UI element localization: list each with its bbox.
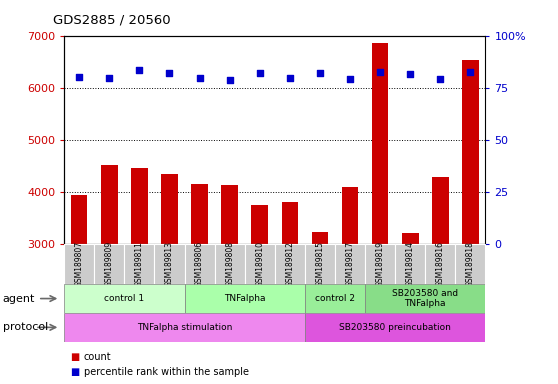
Bar xyxy=(395,244,425,284)
Text: GSM189814: GSM189814 xyxy=(406,241,415,287)
Text: GSM189817: GSM189817 xyxy=(345,241,354,287)
Text: control 1: control 1 xyxy=(104,294,145,303)
Text: GSM189808: GSM189808 xyxy=(225,241,234,287)
Text: GSM189810: GSM189810 xyxy=(255,241,264,287)
Text: GSM189811: GSM189811 xyxy=(135,241,144,287)
Bar xyxy=(305,244,335,284)
Point xyxy=(75,74,84,80)
Text: SB203580 preincubation: SB203580 preincubation xyxy=(339,323,451,332)
Bar xyxy=(365,244,395,284)
Text: GSM189818: GSM189818 xyxy=(466,241,475,287)
Text: ■: ■ xyxy=(70,352,79,362)
Text: GSM189812: GSM189812 xyxy=(285,241,295,287)
Bar xyxy=(64,284,185,313)
Point xyxy=(406,71,415,77)
Text: TNFalpha: TNFalpha xyxy=(224,294,266,303)
Text: percentile rank within the sample: percentile rank within the sample xyxy=(84,367,249,377)
Point xyxy=(436,76,445,82)
Point xyxy=(225,77,234,83)
Bar xyxy=(71,195,88,384)
Text: GDS2885 / 20560: GDS2885 / 20560 xyxy=(53,14,171,27)
Bar xyxy=(462,60,479,384)
Text: GSM189819: GSM189819 xyxy=(376,241,384,287)
Bar xyxy=(282,202,298,384)
Point xyxy=(315,70,324,76)
Point xyxy=(165,70,174,76)
Bar xyxy=(191,184,208,384)
Text: SB203580 and
TNFalpha: SB203580 and TNFalpha xyxy=(392,289,458,308)
Bar xyxy=(215,244,245,284)
Bar xyxy=(64,313,305,342)
Text: GSM189813: GSM189813 xyxy=(165,241,174,287)
Bar xyxy=(305,284,365,313)
Bar xyxy=(312,232,328,384)
Bar xyxy=(131,168,148,384)
Point xyxy=(285,75,294,81)
Bar xyxy=(305,313,485,342)
Bar xyxy=(155,244,185,284)
Bar xyxy=(245,244,275,284)
Text: ■: ■ xyxy=(70,367,79,377)
Text: GSM189807: GSM189807 xyxy=(75,241,84,287)
Bar xyxy=(455,244,485,284)
Bar xyxy=(341,187,358,384)
Bar xyxy=(432,177,449,384)
Text: control 2: control 2 xyxy=(315,294,355,303)
Bar xyxy=(402,233,418,384)
Text: TNFalpha stimulation: TNFalpha stimulation xyxy=(137,323,232,332)
Bar xyxy=(185,244,215,284)
Bar xyxy=(335,244,365,284)
Point xyxy=(345,76,354,82)
Point xyxy=(256,70,264,76)
Point xyxy=(135,66,144,73)
Bar xyxy=(94,244,124,284)
Text: GSM189809: GSM189809 xyxy=(105,241,114,287)
Bar xyxy=(222,185,238,384)
Bar xyxy=(161,174,178,384)
Bar xyxy=(252,205,268,384)
Bar xyxy=(275,244,305,284)
Text: count: count xyxy=(84,352,112,362)
Bar xyxy=(185,284,305,313)
Bar xyxy=(425,244,455,284)
Bar xyxy=(365,284,485,313)
Point xyxy=(466,69,475,75)
Bar xyxy=(101,165,118,384)
Text: agent: agent xyxy=(3,293,35,304)
Text: GSM189815: GSM189815 xyxy=(315,241,324,287)
Point xyxy=(195,75,204,81)
Bar xyxy=(64,244,94,284)
Point xyxy=(105,75,114,81)
Text: GSM189806: GSM189806 xyxy=(195,241,204,287)
Text: protocol: protocol xyxy=(3,322,48,333)
Text: GSM189816: GSM189816 xyxy=(436,241,445,287)
Point xyxy=(376,69,384,75)
Bar xyxy=(124,244,155,284)
Bar xyxy=(372,43,388,384)
